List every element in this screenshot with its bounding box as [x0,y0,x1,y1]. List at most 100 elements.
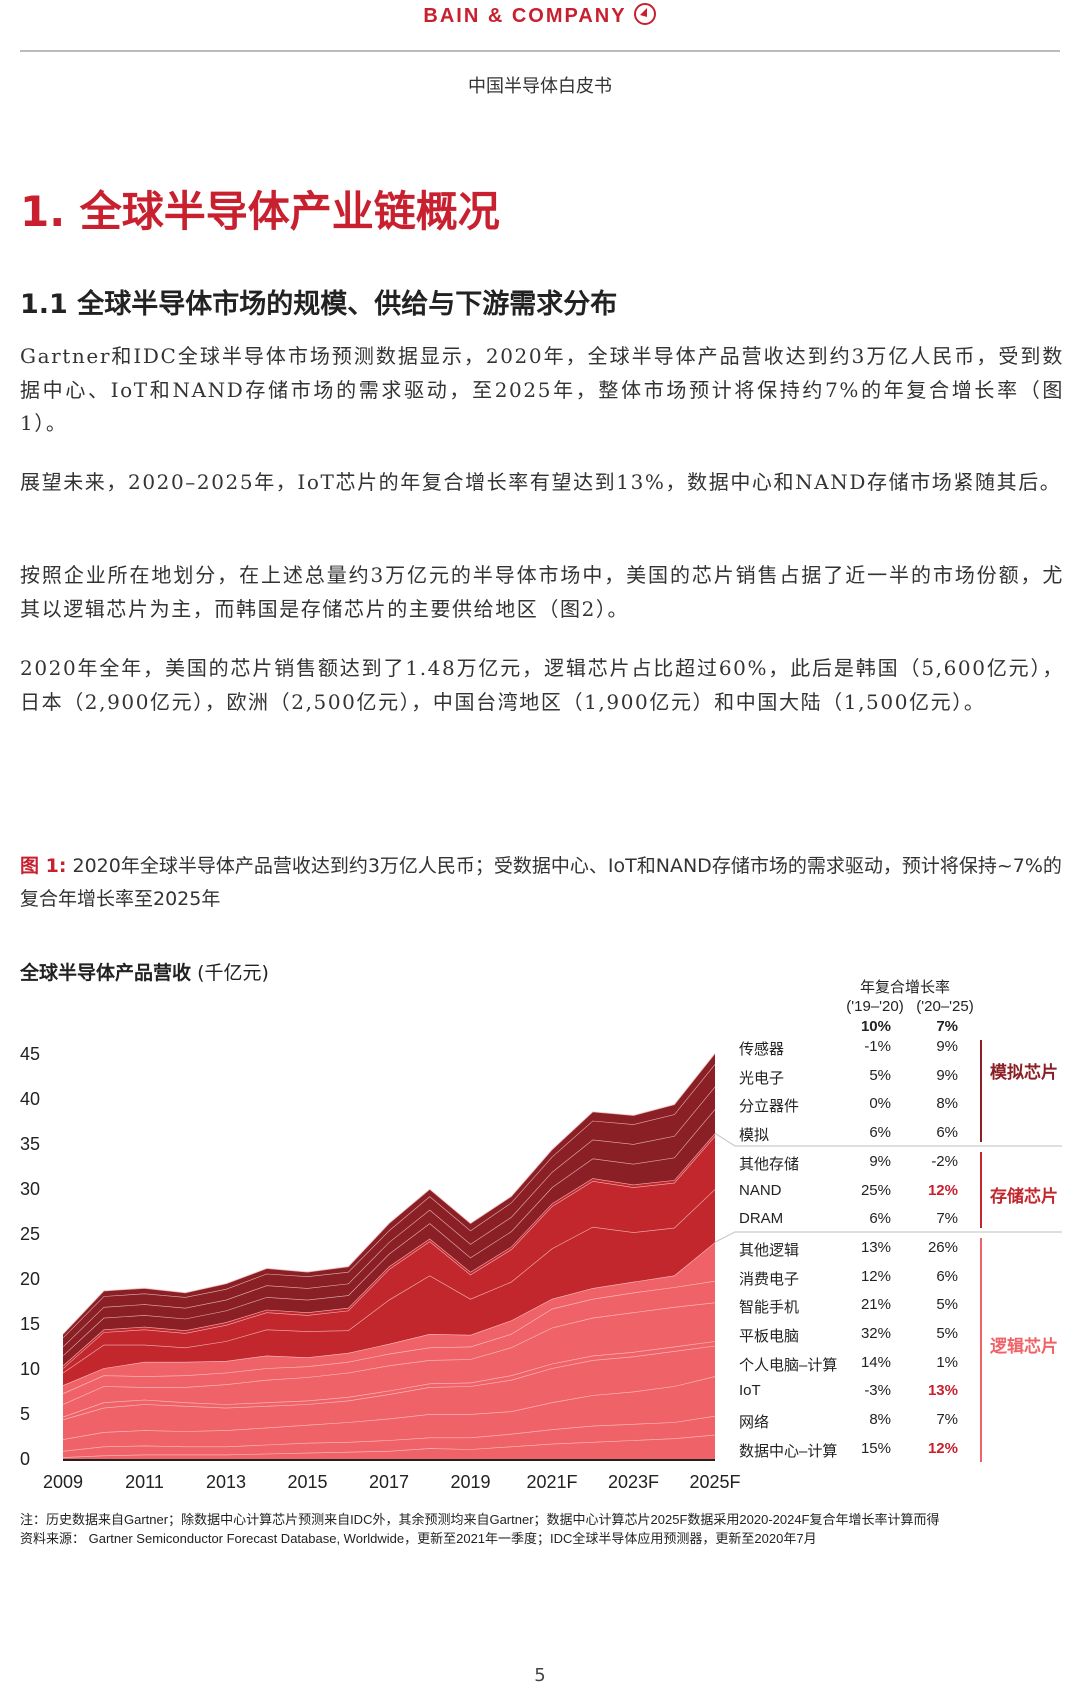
cagr-row-label: DRAM [739,1210,784,1228]
cagr-value: 26% [927,1238,958,1256]
x-tick-label: 2015 [287,1472,328,1492]
cagr-value: 13% [927,1382,958,1400]
y-tick-label: 40 [20,1089,41,1109]
cagr-total: 7% [936,1018,958,1035]
cagr-row-label: 传感器 [739,1041,785,1058]
y-tick-label: 35 [20,1134,41,1154]
bain-logo: BAIN & COMPANY [0,2,1080,28]
cagr-row-label: IoT [739,1382,761,1400]
chart-title: 全球半导体产品营收 (千亿元) [20,958,269,985]
figure-caption: 图 1: 2020年全球半导体产品营收达到约3万亿人民币；受数据中心、IoT和N… [20,850,1064,916]
area-个人电脑–计算 [63,1345,715,1440]
cagr-value: 7% [936,1210,958,1228]
cagr-header: 年复合增长率 [859,979,950,996]
group-label-memory: 存储芯片 [990,1187,1058,1206]
logo-text: BAIN & COMPANY [423,5,627,27]
cagr-value: 5% [936,1325,958,1342]
cagr-value: 6% [869,1210,891,1228]
cagr-row-label: 模拟 [739,1127,770,1145]
cagr-row-label: 消费电子 [739,1270,800,1288]
cagr-row-label: 个人电脑–计算 [739,1356,838,1374]
y-tick-label: 0 [20,1449,31,1469]
figure-caption-text: 2020年全球半导体产品营收达到约3万亿人民币；受数据中心、IoT和NAND存储… [20,855,1062,910]
cagr-row-label: 平板电脑 [739,1328,800,1345]
paragraph: 展望未来，2020–2025年，IoT芯片的年复合增长率有望达到13%，数据中心… [20,470,1062,494]
cagr-value: 1% [936,1353,958,1371]
y-tick-label: 10 [20,1359,41,1379]
y-tick-label: 5 [20,1404,31,1424]
y-tick-label: 20 [20,1269,41,1289]
cagr-value: 12% [927,1439,958,1457]
cagr-value: 21% [860,1296,891,1314]
group-label-logic: 逻辑芯片 [990,1337,1058,1356]
cagr-value: 6% [869,1124,891,1142]
cagr-value: 9% [869,1152,891,1170]
page-number: 5 [534,1665,546,1686]
paragraph: 2020年全年，美国的芯片销售额达到了1.48万亿元，逻辑芯片占比超过60%，此… [20,656,1064,714]
cagr-period: ('19–'20) [846,998,904,1015]
chart-unit: (千亿元) [197,962,269,984]
cagr-value: 5% [936,1296,958,1314]
chart-title-text: 全球半导体产品营收 [20,962,192,984]
group-separator [714,1231,1062,1243]
x-tick-label: 2023F [607,1472,660,1492]
y-tick-label: 45 [20,1044,41,1064]
cagr-value: 8% [869,1411,891,1429]
header-divider [20,50,1060,52]
area-消费电子 [63,1280,715,1405]
y-tick-label: 30 [20,1179,41,1199]
paragraph: Gartner和IDC全球半导体市场预测数据显示，2020年，全球半导体产品营收… [20,344,1064,435]
cagr-period: ('20–'25) [916,998,974,1015]
cagr-value: 13% [860,1238,891,1256]
cagr-row-label: 智能手机 [739,1299,800,1317]
x-tick-label: 2019 [450,1472,491,1492]
cagr-total: 10% [860,1018,891,1035]
group-label-analog: 模拟芯片 [990,1063,1058,1082]
cagr-row-label: 其他存储 [739,1155,800,1173]
cagr-value: -3% [864,1382,891,1400]
cagr-value: -1% [864,1038,891,1055]
area-智能手机 [63,1302,715,1417]
section-title: 1. 全球半导体产业链概况 [20,187,500,236]
cagr-value: 25% [860,1181,891,1199]
cagr-value: 5% [869,1066,891,1084]
x-tick-label: 2021F [526,1472,578,1492]
x-tick-label: 2025F [689,1472,741,1492]
area-数据中心–计算 [63,1434,715,1460]
cagr-value: 12% [860,1267,891,1285]
cagr-row-label: 光电子 [739,1069,785,1087]
cagr-value: 15% [860,1439,891,1457]
cagr-value: 9% [936,1066,958,1084]
cagr-value: 7% [936,1411,958,1429]
cagr-value: 6% [936,1267,958,1285]
cagr-row-label: 数据中心–计算 [739,1442,838,1460]
cagr-value: 32% [860,1325,891,1342]
x-tick-label: 2009 [42,1472,84,1492]
figure-label: 图 1: [20,855,67,877]
cagr-value: 0% [869,1095,891,1113]
cagr-row-label: 网络 [739,1414,770,1432]
area-IoT [63,1376,715,1451]
figure-notes: 注：历史数据来自Gartner；除数据中心计算芯片预测来自IDC外，其余预测均来… [20,1512,940,1527]
group-separator [714,1132,1062,1147]
cagr-value: 6% [936,1124,958,1142]
cagr-value: 12% [927,1181,958,1199]
cagr-value: 9% [936,1038,958,1055]
cagr-row-label: 分立器件 [739,1098,800,1116]
y-tick-label: 15 [20,1314,41,1334]
cagr-value: -2% [931,1152,958,1170]
subsection-title: 1.1 全球半导体市场的规模、供给与下游需求分布 [20,289,618,320]
x-tick-label: 2013 [205,1472,247,1492]
x-tick-label: 2011 [125,1472,164,1492]
y-tick-label: 25 [20,1224,41,1244]
cagr-value: 14% [860,1353,891,1371]
area-boundary-line [62,1052,716,1335]
compass-logo-icon [633,3,656,25]
figure-source: 资料来源： Gartner Semiconductor Forecast Dat… [20,1531,817,1546]
x-tick-label: 2017 [368,1472,410,1492]
cagr-row-label: 其他逻辑 [739,1241,800,1259]
document-title: 中国半导体白皮书 [468,76,612,97]
cagr-value: 8% [936,1095,958,1113]
cagr-row-label: NAND [739,1181,782,1199]
